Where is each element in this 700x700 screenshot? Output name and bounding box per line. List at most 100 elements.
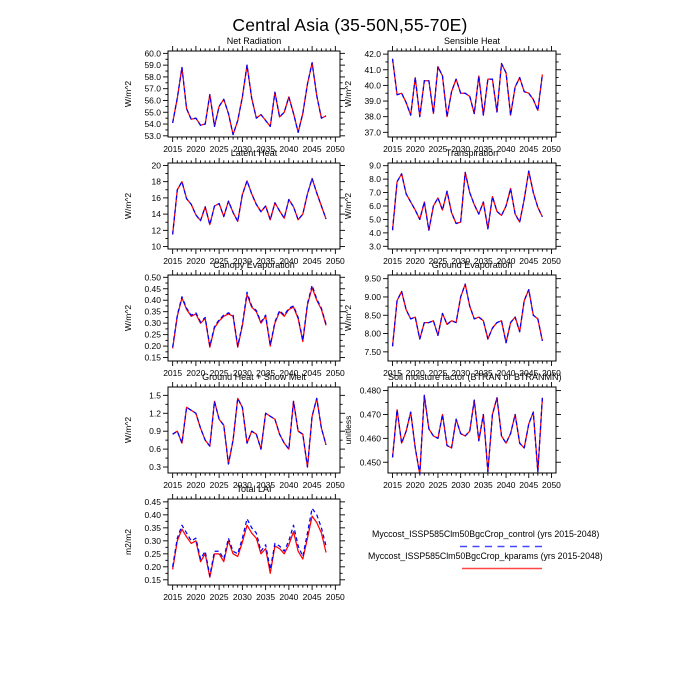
svg-text:2015: 2015	[163, 480, 182, 490]
svg-text:2030: 2030	[233, 368, 252, 378]
svg-text:2025: 2025	[428, 144, 447, 154]
series-kparams-line	[391, 394, 544, 475]
svg-text:39.0: 39.0	[364, 96, 381, 106]
svg-text:2020: 2020	[186, 256, 205, 266]
svg-text:53.0: 53.0	[144, 131, 161, 141]
svg-text:2020: 2020	[186, 480, 205, 490]
svg-text:2030: 2030	[233, 480, 252, 490]
svg-text:0.15: 0.15	[144, 575, 161, 585]
svg-text:2025: 2025	[428, 256, 447, 266]
svg-text:0.15: 0.15	[144, 353, 161, 363]
chart-ground-evaporation: Ground Evaporation W/m^2 2015 2020 2025 203…	[328, 259, 584, 393]
svg-text:2045: 2045	[303, 592, 322, 602]
svg-text:0.50: 0.50	[144, 272, 161, 282]
svg-text:0.40: 0.40	[144, 295, 161, 305]
svg-text:2035: 2035	[474, 144, 493, 154]
svg-text:2025: 2025	[210, 144, 229, 154]
svg-text:2050: 2050	[326, 256, 345, 266]
svg-text:0.25: 0.25	[144, 330, 161, 340]
chart-title: Ground Evaporation	[431, 260, 513, 270]
svg-text:7.0: 7.0	[369, 188, 381, 198]
plot-area: 2015 2020 2025 2030 2035 2040 2045 2050 0.15 0.20…	[144, 494, 345, 602]
svg-text:0.40: 0.40	[144, 510, 161, 520]
svg-text:2015: 2015	[163, 592, 182, 602]
svg-text:2020: 2020	[406, 368, 425, 378]
plot-frame	[167, 274, 341, 362]
svg-text:37.0: 37.0	[364, 127, 381, 137]
series-kparams-line	[172, 515, 327, 578]
svg-text:41.0: 41.0	[364, 65, 381, 75]
axis-tick-labels: 2015 2020 2025 2030 2035 2040 2045 2050 0.15 0.20…	[144, 272, 345, 378]
svg-text:0.30: 0.30	[144, 318, 161, 328]
series-control-line	[172, 507, 327, 577]
svg-text:2025: 2025	[210, 480, 229, 490]
svg-text:2035: 2035	[256, 480, 275, 490]
svg-text:2045: 2045	[303, 256, 322, 266]
svg-text:2050: 2050	[542, 144, 561, 154]
svg-text:2040: 2040	[497, 368, 516, 378]
svg-text:7.50: 7.50	[364, 347, 381, 357]
series-kparams-line	[172, 397, 327, 468]
svg-text:0.460: 0.460	[360, 433, 382, 443]
svg-text:2020: 2020	[186, 592, 205, 602]
svg-text:2045: 2045	[303, 368, 322, 378]
svg-text:2030: 2030	[451, 368, 470, 378]
svg-text:0.30: 0.30	[144, 536, 161, 546]
svg-text:8.50: 8.50	[364, 310, 381, 320]
svg-text:2040: 2040	[279, 368, 298, 378]
svg-text:2050: 2050	[542, 480, 561, 490]
svg-text:2025: 2025	[210, 592, 229, 602]
chart-canopy-evaporation: Canopy Evaporation W/m^2 2015 2020 2025 203…	[108, 259, 368, 393]
svg-text:2030: 2030	[233, 144, 252, 154]
chart-title: Soil moisture factor (BTRAN or BTRANMN)	[388, 372, 562, 382]
chart-sensible-heat: Sensible Heat W/m^2 2015 2020 2025 2030 2035…	[328, 35, 584, 169]
axis-ticks	[383, 270, 561, 366]
chart-title: Latent Heat	[230, 148, 278, 158]
axis-ticks	[163, 270, 345, 366]
axis-tick-labels: 2015 2020 2025 2030 2035 2040 2045 2050 53.0 54.0…	[144, 48, 345, 154]
svg-text:9.0: 9.0	[369, 161, 381, 171]
svg-text:2035: 2035	[256, 256, 275, 266]
chart-title: Canopy Evaporation	[213, 260, 295, 270]
axis-tick-labels: 2015 2020 2025 2030 2035 2040 2045 20503.04.05.…	[369, 161, 561, 266]
svg-text:9.00: 9.00	[364, 292, 381, 302]
svg-text:2015: 2015	[163, 256, 182, 266]
svg-text:8.00: 8.00	[364, 329, 381, 339]
plot-frame	[387, 50, 557, 138]
chart-soil-moisture-factor: Soil moisture factor (BTRAN or BTRANMN) …	[328, 371, 584, 505]
svg-text:2030: 2030	[233, 592, 252, 602]
svg-text:58.0: 58.0	[144, 72, 161, 82]
svg-text:2040: 2040	[497, 480, 516, 490]
plot-area: 2015 2020 2025 2030 2035 2040 2045 20500.4500.4…	[360, 382, 561, 490]
svg-text:0.45: 0.45	[144, 284, 161, 294]
svg-text:0.3: 0.3	[149, 462, 161, 472]
series-control-line	[172, 397, 327, 468]
chart-total-lai: Total LAI m2/m2 2015 2020 2025 2030 2035 2040…	[108, 483, 368, 617]
svg-text:2015: 2015	[383, 480, 402, 490]
chart-ground-heat-snow-melt: Ground Heat + Snow Melt W/m^2 2015 2020 20…	[108, 371, 368, 505]
svg-text:2020: 2020	[406, 480, 425, 490]
svg-text:12: 12	[152, 225, 162, 235]
svg-text:0.20: 0.20	[144, 341, 161, 351]
plot-frame	[387, 274, 557, 362]
plot-frame	[167, 386, 341, 474]
series-control-line	[172, 62, 327, 136]
svg-text:60.0: 60.0	[144, 48, 161, 58]
chart-latent-heat: Latent Heat W/m^2 2015 2020 2025 2030 2035 20…	[108, 147, 368, 281]
svg-text:2045: 2045	[519, 144, 538, 154]
svg-text:2050: 2050	[326, 480, 345, 490]
svg-text:2040: 2040	[279, 256, 298, 266]
series-control-line	[391, 170, 543, 231]
plot-frame	[387, 386, 557, 474]
series-control-line	[391, 394, 544, 475]
svg-text:1.5: 1.5	[149, 390, 161, 400]
axis-ticks	[163, 158, 345, 254]
plot-area: 2015 2020 2025 2030 2035 2040 2045 2050 53.0 54.0…	[144, 46, 345, 154]
svg-text:2015: 2015	[163, 368, 182, 378]
svg-text:4.0: 4.0	[369, 228, 381, 238]
svg-text:2025: 2025	[428, 480, 447, 490]
svg-text:2035: 2035	[474, 368, 493, 378]
chart-transpiration: Transpiration W/m^2 2015 2020 2025 2030 2035…	[328, 147, 584, 281]
svg-text:2020: 2020	[406, 256, 425, 266]
chart-net-radiation: Net Radiation W/m^2 2015 2020 2025 2030 2035…	[108, 35, 368, 169]
